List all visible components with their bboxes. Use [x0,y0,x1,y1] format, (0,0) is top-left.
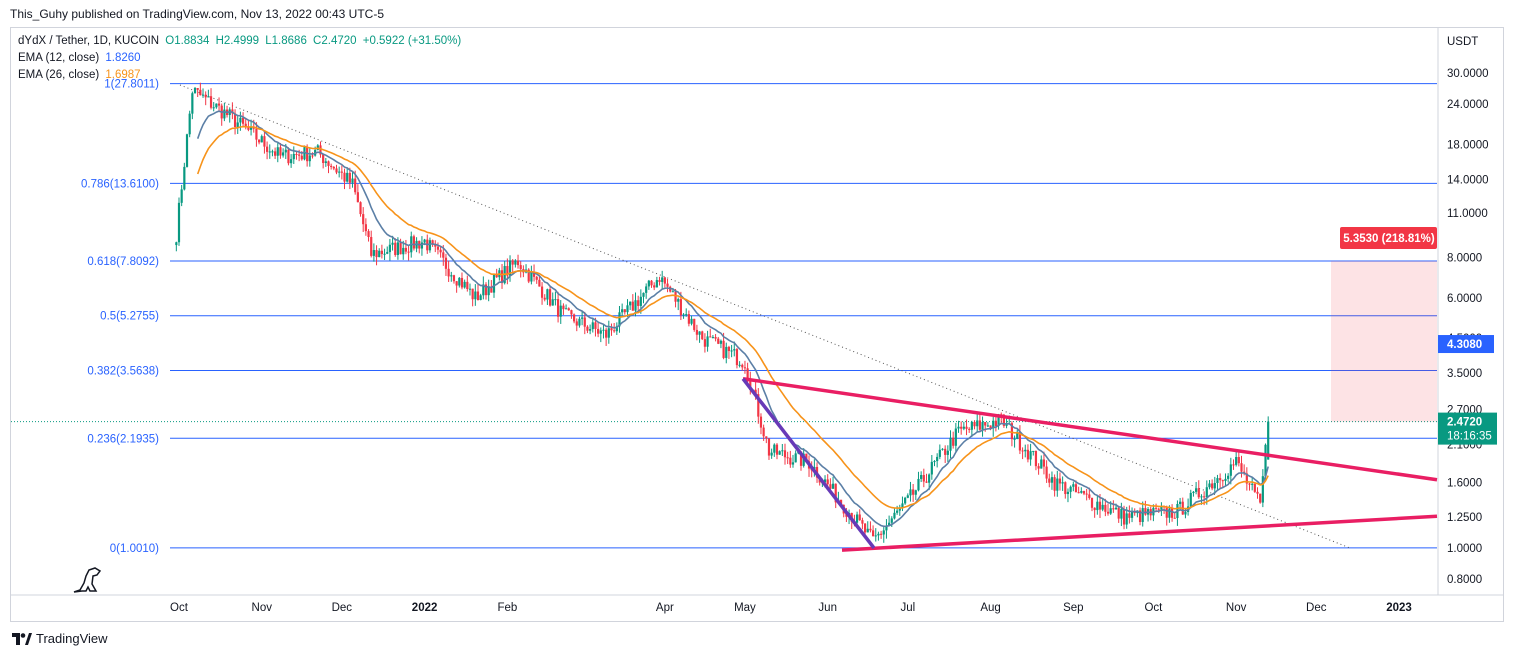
ema26-value: 1.6987 [105,69,141,81]
legend-symbol[interactable]: dYdX / Tether, 1D, KUCOIN [18,35,160,47]
legend-low: L1.8686 [265,35,307,47]
legend-high: H2.4999 [215,35,260,47]
legend-open: O1.8834 [165,35,210,47]
footer-brand[interactable]: TradingView [12,631,108,646]
ema12-label: EMA (12, close) [18,52,100,64]
ema12-value: 1.8260 [105,52,141,64]
ema26-label: EMA (26, close) [18,69,100,81]
footer-brand-label: TradingView [36,631,108,646]
legend-main: dYdX / Tether, 1D, KUCOIN O1.8834 H2.499… [18,35,464,47]
legend-close: C2.4720 [313,35,357,47]
legend-ema12[interactable]: EMA (12, close) 1.8260 [18,52,144,64]
chart-frame [10,27,1504,622]
tradingview-logo-icon [12,632,32,645]
legend-change: +0.5922 (+31.50%) [362,35,462,47]
publisher-line: This_Guhy published on TradingView.com, … [10,7,384,21]
legend-ema26[interactable]: EMA (26, close) 1.6987 [18,69,144,81]
